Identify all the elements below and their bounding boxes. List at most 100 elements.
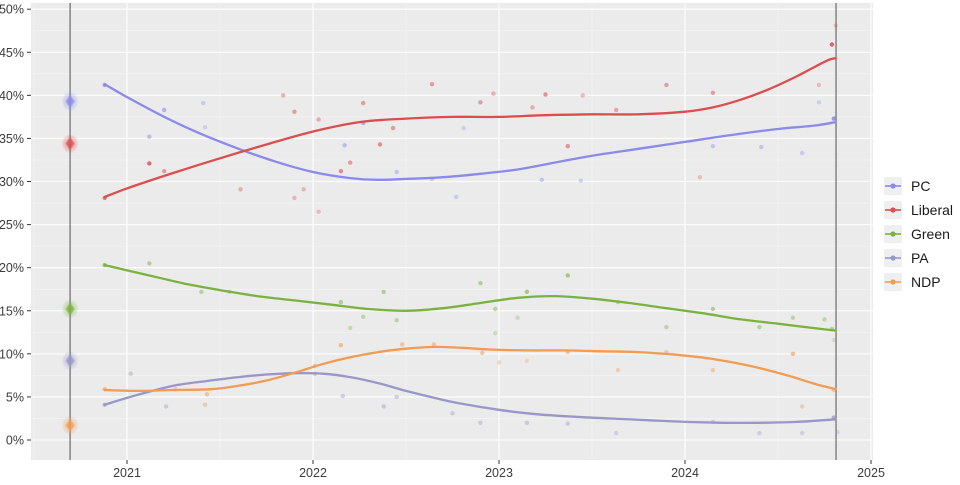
poll-dot-ndp: [431, 342, 437, 347]
trend-line-ndp: [103, 345, 837, 393]
poll-dot-green: [381, 289, 386, 294]
poll-dot-pa: [450, 411, 455, 416]
poll-dot-green: [361, 314, 366, 319]
trend-glyph-icon: [885, 183, 901, 189]
poll-dot-ndp: [400, 342, 405, 347]
legend-item-label: Green: [911, 226, 950, 242]
poll-dot-pc: [759, 144, 764, 150]
poll-dot-pa: [340, 393, 345, 399]
y-axis-label: 15%: [0, 304, 24, 318]
poll-dot-liberal: [301, 187, 306, 192]
poll-dot-pc: [816, 100, 822, 105]
poll-dot-green: [394, 318, 399, 323]
poll-dot-green: [831, 337, 836, 343]
election-result-marker-ndp: [65, 418, 75, 432]
poll-dot-liberal: [530, 105, 535, 110]
poll-dot-ndp: [790, 351, 796, 356]
y-axis-label: 20%: [0, 261, 24, 275]
legend-key-icon-liberal: [884, 201, 902, 219]
poll-dot-liberal: [147, 161, 152, 166]
plot-panel: [31, 3, 873, 460]
poll-dot-ndp: [800, 404, 805, 409]
trend-line-liberal: [103, 57, 837, 199]
poll-dot-ndp: [710, 368, 716, 373]
legend-item-label: PC: [911, 178, 931, 194]
poll-dot-ndp: [338, 343, 344, 348]
poll-dot-green: [348, 325, 353, 331]
legend-key-icon-pc: [884, 177, 902, 195]
y-axis-label: 5%: [6, 390, 24, 404]
poll-dot-pc: [831, 116, 836, 121]
legend: PC Liberal Green PA NDP: [884, 174, 953, 294]
trend-line-pa: [103, 371, 837, 425]
poll-dot-liberal: [710, 90, 716, 96]
election-result-marker-pa: [65, 354, 75, 368]
poll-dot-pc: [578, 178, 583, 183]
y-axis-label: 25%: [0, 218, 24, 232]
trend-glyph-icon: [885, 279, 901, 285]
poll-dot-liberal: [316, 117, 321, 122]
poll-dot-liberal: [338, 169, 344, 174]
poll-dot-green: [493, 331, 498, 336]
poll-dot-pa: [478, 420, 483, 425]
poll-dot-liberal: [348, 160, 353, 165]
legend-key-icon-green: [884, 225, 902, 243]
y-axis-label: 10%: [0, 347, 24, 361]
x-axis-label: 2021: [113, 466, 141, 480]
poll-dot-liberal: [316, 209, 321, 214]
poll-dot-liberal: [565, 144, 570, 149]
legend-item-green: Green: [884, 222, 953, 246]
poll-dot-liberal: [292, 195, 297, 201]
legend-item-pa: PA: [884, 246, 953, 270]
poll-dot-liberal: [361, 100, 366, 106]
poll-dot-pc: [539, 177, 544, 182]
poll-dot-liberal: [281, 93, 286, 98]
x-axis-label: 2023: [485, 466, 513, 480]
poll-dot-pa: [800, 430, 805, 436]
poll-dot-pa: [394, 394, 399, 400]
poll-dot-pa: [128, 371, 133, 376]
y-axis-label: 50%: [0, 3, 24, 17]
poll-dot-ndp: [615, 368, 621, 373]
legend-item-label: NDP: [911, 274, 941, 290]
legend-key-icon-ndp: [884, 273, 902, 291]
poll-dot-liberal: [664, 82, 669, 88]
trend-glyph-icon: [885, 255, 901, 261]
legend-item-label: Liberal: [911, 202, 954, 218]
poll-dot-green: [790, 315, 796, 320]
x-axis-label: 2025: [857, 466, 885, 480]
y-axis-label: 0%: [6, 434, 24, 448]
poll-dot-pa: [381, 404, 386, 409]
poll-dot-liberal: [429, 82, 435, 87]
poll-dot-green: [524, 289, 530, 294]
poll-dot-pc: [147, 134, 152, 139]
poll-dot-liberal: [829, 42, 835, 47]
y-axis-label: 40%: [0, 89, 24, 103]
poll-dot-green: [147, 261, 152, 266]
poll-dot-liberal: [833, 23, 838, 28]
poll-dot-green: [493, 306, 498, 312]
poll-dot-pc: [202, 125, 208, 130]
legend-item-liberal: Liberal: [884, 198, 953, 222]
poll-dot-pc: [710, 144, 716, 149]
x-axis-label: 2024: [671, 466, 699, 480]
poll-dot-pa: [524, 420, 530, 425]
poll-dot-liberal: [478, 100, 483, 105]
trend-line-green: [103, 263, 837, 332]
poll-dot-ndp: [524, 358, 530, 363]
y-axis-label: 35%: [0, 132, 24, 146]
y-axis-label: 45%: [0, 46, 24, 60]
legend-item-pc: PC: [884, 174, 953, 198]
poll-dot-liberal: [162, 169, 167, 174]
poll-dot-liberal: [377, 142, 383, 147]
poll-dot-green: [565, 273, 570, 278]
poll-dot-pc: [461, 125, 466, 131]
poll-dot-green: [199, 289, 204, 294]
poll-dot-liberal: [543, 92, 548, 97]
poll-dot-liberal: [390, 125, 396, 131]
poll-dot-pc: [800, 150, 805, 156]
election-result-marker-liberal: [65, 137, 75, 151]
election-result-marker-pc: [65, 94, 75, 108]
poll-dot-green: [757, 324, 762, 330]
